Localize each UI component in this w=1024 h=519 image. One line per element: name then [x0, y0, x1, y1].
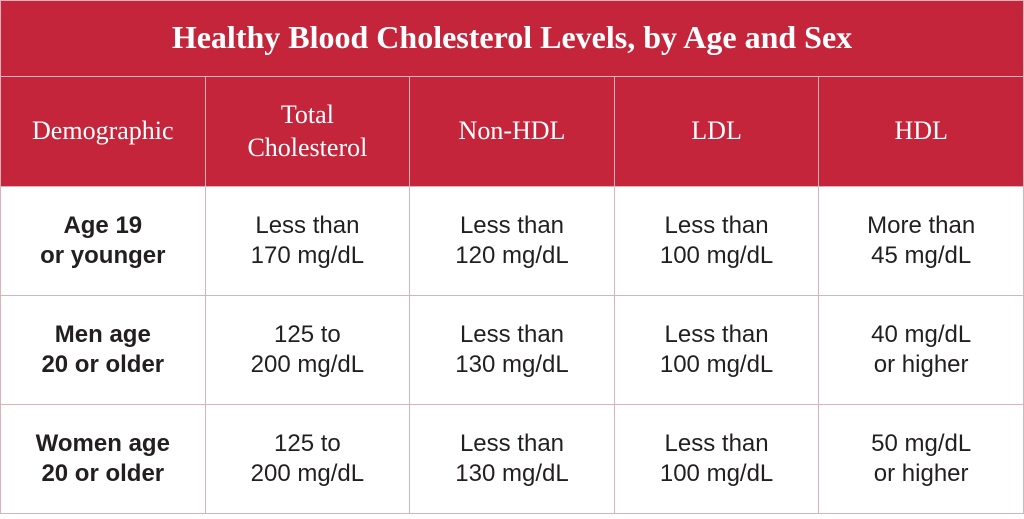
cell-text: Less than	[665, 211, 769, 241]
cell-nonhdl: Less than 130 mg/dL	[409, 405, 614, 513]
table-row: Age 19 or younger Less than 170 mg/dL Le…	[1, 186, 1023, 295]
cell-text: 20 or older	[41, 459, 164, 489]
table-row: Men age 20 or older 125 to 200 mg/dL Les…	[1, 295, 1023, 404]
cell-text: 100 mg/dL	[660, 459, 773, 489]
cell-ldl: Less than 100 mg/dL	[614, 187, 819, 295]
cell-text: Less than	[460, 211, 564, 241]
cell-text: 170 mg/dL	[251, 241, 364, 271]
cell-text: Less than	[665, 320, 769, 350]
cell-hdl: More than 45 mg/dL	[818, 187, 1023, 295]
cell-text: Men age	[55, 320, 151, 350]
cell-text: 100 mg/dL	[660, 350, 773, 380]
cell-text: 130 mg/dL	[455, 459, 568, 489]
cell-text: Less than	[460, 429, 564, 459]
col-header-hdl: HDL	[818, 77, 1023, 186]
cell-ldl: Less than 100 mg/dL	[614, 296, 819, 404]
cell-text: More than	[867, 211, 975, 241]
table-header-row: Demographic Total Cholesterol Non-HDL LD…	[1, 77, 1023, 186]
col-header-text: Cholesterol	[247, 132, 367, 165]
col-header-ldl: LDL	[614, 77, 819, 186]
cell-text: or higher	[874, 459, 969, 489]
cell-ldl: Less than 100 mg/dL	[614, 405, 819, 513]
cell-hdl: 40 mg/dL or higher	[818, 296, 1023, 404]
cell-text: 50 mg/dL	[871, 429, 971, 459]
cell-total: 125 to 200 mg/dL	[205, 405, 410, 513]
cell-text: 125 to	[274, 320, 341, 350]
cell-text: Women age	[36, 429, 170, 459]
cell-demographic: Women age 20 or older	[1, 405, 205, 513]
cell-text: 20 or older	[41, 350, 164, 380]
col-header-text: Demographic	[32, 115, 174, 148]
cell-text: Less than	[460, 320, 564, 350]
col-header-nonhdl: Non-HDL	[409, 77, 614, 186]
cell-demographic: Men age 20 or older	[1, 296, 205, 404]
cell-text: or higher	[874, 350, 969, 380]
col-header-demographic: Demographic	[1, 77, 205, 186]
cell-demographic: Age 19 or younger	[1, 187, 205, 295]
cell-text: 45 mg/dL	[871, 241, 971, 271]
cell-text: 125 to	[274, 429, 341, 459]
cell-total: Less than 170 mg/dL	[205, 187, 410, 295]
cell-text: Age 19	[63, 211, 142, 241]
cell-text: 130 mg/dL	[455, 350, 568, 380]
cell-total: 125 to 200 mg/dL	[205, 296, 410, 404]
cholesterol-table: Healthy Blood Cholesterol Levels, by Age…	[0, 0, 1024, 514]
col-header-text: HDL	[894, 115, 947, 148]
cell-nonhdl: Less than 120 mg/dL	[409, 187, 614, 295]
table-title: Healthy Blood Cholesterol Levels, by Age…	[1, 1, 1023, 77]
cell-text: 120 mg/dL	[455, 241, 568, 271]
cell-text: 100 mg/dL	[660, 241, 773, 271]
cell-nonhdl: Less than 130 mg/dL	[409, 296, 614, 404]
col-header-total: Total Cholesterol	[205, 77, 410, 186]
cell-text: or younger	[40, 241, 165, 271]
cell-text: Less than	[665, 429, 769, 459]
col-header-text: Non-HDL	[459, 115, 566, 148]
col-header-text: Total	[281, 99, 334, 132]
cell-text: 40 mg/dL	[871, 320, 971, 350]
cell-hdl: 50 mg/dL or higher	[818, 405, 1023, 513]
cell-text: 200 mg/dL	[251, 459, 364, 489]
cell-text: 200 mg/dL	[251, 350, 364, 380]
cell-text: Less than	[255, 211, 359, 241]
table-row: Women age 20 or older 125 to 200 mg/dL L…	[1, 404, 1023, 513]
col-header-text: LDL	[691, 115, 742, 148]
